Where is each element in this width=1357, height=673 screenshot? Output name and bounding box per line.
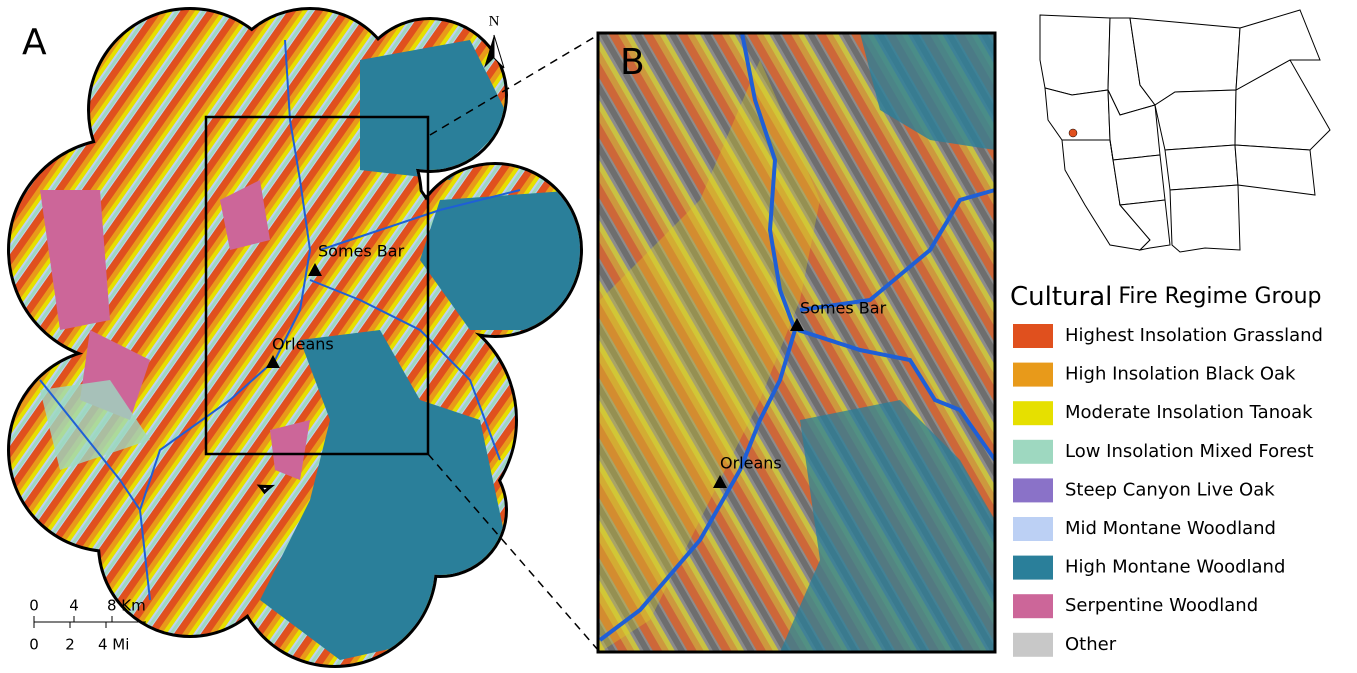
- legend-label: High Insolation Black Oak: [1065, 364, 1296, 385]
- legend-swatch: [1013, 556, 1053, 580]
- scale-label: 0: [29, 636, 39, 654]
- place-label: Orleans: [720, 454, 782, 473]
- legend-title-rest: Fire Regime Group: [1118, 284, 1321, 309]
- legend-label: Steep Canyon Live Oak: [1065, 479, 1275, 500]
- place-label: Orleans: [272, 335, 334, 354]
- legend-swatch: [1013, 401, 1053, 425]
- scale-label: 4 Mi: [98, 636, 129, 654]
- place-label: Somes Bar: [318, 242, 405, 261]
- locator-map: [1040, 10, 1330, 252]
- legend-swatch: [1013, 517, 1053, 541]
- figure: N A B Somes Bar Orleans Somes Bar Orlean…: [0, 0, 1357, 669]
- legend-swatch: [1013, 363, 1053, 387]
- legend-label: Other: [1065, 634, 1117, 655]
- scale-label: 0: [29, 597, 39, 615]
- legend-label: Low Insolation Mixed Forest: [1065, 441, 1314, 462]
- legend-label: Highest Insolation Grassland: [1065, 325, 1323, 346]
- legend-label: High Montane Woodland: [1065, 557, 1285, 578]
- legend-label: Mid Montane Woodland: [1065, 518, 1276, 539]
- legend-swatch: [1013, 324, 1053, 348]
- legend-title-bold: Cultural: [1010, 282, 1112, 312]
- legend-label: Serpentine Woodland: [1065, 595, 1258, 616]
- page: {"panel_a": {"label": "A", "north": "N",…: [0, 0, 1357, 673]
- legend-label: Moderate Insolation Tanoak: [1065, 402, 1313, 423]
- legend-swatch: [1013, 478, 1053, 502]
- scale-bar: [34, 616, 146, 628]
- scale-label: 4: [69, 597, 79, 615]
- place-label: Somes Bar: [800, 299, 887, 318]
- legend: Highest Insolation Grassland High Insolat…: [1013, 324, 1323, 657]
- scale-label: 2: [65, 636, 75, 654]
- legend-swatch: [1013, 633, 1053, 657]
- legend-swatch: [1013, 594, 1053, 618]
- panel-label: B: [620, 42, 645, 83]
- legend-swatch: [1013, 440, 1053, 464]
- panel-label: A: [22, 22, 47, 63]
- north-label: N: [489, 13, 500, 29]
- scale-label: 8 Km: [107, 597, 146, 615]
- panel-b-map: [598, 33, 995, 652]
